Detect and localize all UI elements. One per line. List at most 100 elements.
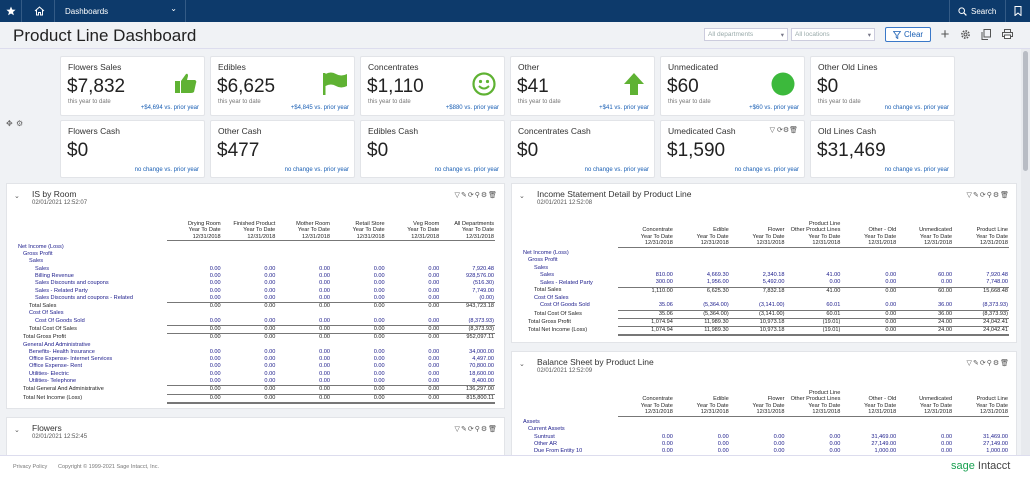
- refresh-icon[interactable]: ⟳: [979, 360, 987, 367]
- star-icon[interactable]: [0, 0, 22, 22]
- gear-icon[interactable]: ⚙: [480, 426, 489, 433]
- kpi-card-flowers-sales[interactable]: Flowers Sales $7,832 this year to date +…: [60, 56, 205, 116]
- dashboards-dropdown[interactable]: Dashboards ⌄: [54, 0, 186, 22]
- report-row[interactable]: Other AR 0.00 0.00 0.00 0.00 27,149.00 0.00 27,…: [522, 441, 1009, 448]
- edit-icon[interactable]: ✎: [460, 426, 468, 433]
- report-row[interactable]: General And Administrative: [17, 342, 495, 349]
- chevron-down-icon[interactable]: ⌄: [14, 427, 20, 434]
- trash-icon[interactable]: 🗑: [488, 192, 498, 199]
- report-row[interactable]: Sales 0.00 0.00 0.00 0.00 0.00 7,920.48: [17, 266, 495, 273]
- gear-icon[interactable]: ⚙: [16, 119, 24, 128]
- filter-icon[interactable]: ▽: [966, 192, 973, 199]
- kpi-card-umedicated-cash[interactable]: Umedicated Cash ▽ ⟳⚙🗑 $1,590 no change v…: [660, 120, 805, 178]
- kpi-card-edibles[interactable]: Edibles $6,625 this year to date +$4,845…: [210, 56, 355, 116]
- report-row[interactable]: Sales 810.00 4,669.30 2,340.18 41.00 0.00 60.0…: [522, 272, 1009, 279]
- gear-icon[interactable]: ⚙: [992, 360, 1001, 367]
- gear-icon[interactable]: [958, 27, 972, 41]
- report-row[interactable]: Sales - Related Party 300.00 1,956.00 5,492…: [522, 279, 1009, 288]
- kpi-card-other[interactable]: Other $41 this year to date +$41 vs. pri…: [510, 56, 655, 116]
- trash-icon[interactable]: 🗑: [789, 127, 798, 134]
- edit-icon[interactable]: ✎: [972, 360, 980, 367]
- refresh-icon[interactable]: ⟳: [776, 127, 783, 134]
- report-row[interactable]: Sales - Related Party 0.00 0.00 0.00 0.00 0.0…: [17, 288, 495, 295]
- chevron-down-icon[interactable]: ⌄: [519, 361, 525, 368]
- clear-filters-button[interactable]: Clear: [885, 27, 931, 42]
- report-row-label: Due From Entity 10: [534, 448, 583, 455]
- gear-icon[interactable]: ⚙: [782, 127, 790, 134]
- report-row[interactable]: Gross Profit: [17, 251, 495, 258]
- move-icon[interactable]: ✥: [6, 119, 13, 128]
- refresh-icon[interactable]: ⟳: [467, 192, 475, 199]
- report-row[interactable]: Total Cost Of Sales 35.06 (5,364.00) (3,141…: [522, 310, 1009, 319]
- report-row[interactable]: Utilities- Telephone 0.00 0.00 0.00 0.00 0.00…: [17, 378, 495, 387]
- report-row[interactable]: Assets: [522, 419, 1009, 426]
- search-button[interactable]: Search: [949, 0, 1005, 22]
- refresh-icon[interactable]: ⟳: [979, 192, 987, 199]
- report-row[interactable]: Total Net Income (Loss) 0.00 0.00 0.00 0.00 0…: [17, 394, 495, 404]
- report-row[interactable]: Cost Of Sales: [17, 310, 495, 317]
- kpi-card-other-old-lines[interactable]: Other Old Lines $0 this year to date no …: [810, 56, 955, 116]
- search-icon[interactable]: ⚲: [986, 360, 993, 367]
- report-row[interactable]: Current Assets: [522, 426, 1009, 433]
- report-row[interactable]: Total Sales 1,110.00 6,625.30 7,832.18 41.00…: [522, 287, 1009, 295]
- filter-icon[interactable]: ▽: [454, 426, 461, 433]
- report-row[interactable]: Cost Of Goods Sold 0.00 0.00 0.00 0.00 0.00 (8…: [17, 317, 495, 326]
- filter-icon[interactable]: ▽: [966, 360, 973, 367]
- report-row[interactable]: Due From Entity 10 0.00 0.00 0.00 0.00 1,000.…: [522, 448, 1009, 455]
- report-row[interactable]: Total Sales 0.00 0.00 0.00 0.00 0.00 943,723.1…: [17, 303, 495, 311]
- edit-icon[interactable]: ✎: [460, 192, 468, 199]
- gear-icon[interactable]: ⚙: [480, 192, 489, 199]
- report-row[interactable]: Total Net Income (Loss) 1,074.94 11,989.30…: [522, 326, 1009, 337]
- report-row[interactable]: Gross Profit: [522, 257, 1009, 264]
- report-row[interactable]: Benefits- Health Insurance 0.00 0.00 0.00 0.…: [17, 349, 495, 356]
- chevron-down-icon[interactable]: ⌄: [519, 193, 525, 200]
- refresh-icon[interactable]: ⟳: [467, 426, 475, 433]
- report-row[interactable]: Sales: [522, 265, 1009, 272]
- report-row[interactable]: Office Expense- Rent 0.00 0.00 0.00 0.00 0.00…: [17, 363, 495, 370]
- report-row[interactable]: Office Expense- Internet Services 0.00 0.0…: [17, 356, 495, 363]
- privacy-policy-link[interactable]: Privacy Policy: [13, 464, 48, 470]
- locations-filter[interactable]: All locations ▾: [791, 28, 875, 41]
- report-row[interactable]: Utilities- Electric 0.00 0.00 0.00 0.00 0.00 1…: [17, 371, 495, 378]
- report-row[interactable]: Total General And Administrative 0.00 0.00…: [17, 385, 495, 395]
- report-row[interactable]: Total Gross Profit 1,074.94 11,989.30 10,97…: [522, 318, 1009, 328]
- report-row[interactable]: Net Income (Loss): [522, 250, 1009, 257]
- search-icon[interactable]: ⚲: [474, 426, 481, 433]
- kpi-card-other-cash[interactable]: Other Cash $477 no change vs. prior year: [210, 120, 355, 178]
- filter-icon[interactable]: ▽: [769, 127, 775, 134]
- report-row[interactable]: Cost Of Goods Sold 35.06 (5,364.00) (3,141.…: [522, 302, 1009, 311]
- report-row[interactable]: Suntrust 0.00 0.00 0.00 0.00 31,469.00 0.00 31,…: [522, 434, 1009, 441]
- trash-icon[interactable]: 🗑: [488, 426, 498, 433]
- report-row[interactable]: Sales Discounts and coupons - Related 0.0…: [17, 294, 495, 304]
- report-row[interactable]: Sales: [17, 258, 495, 265]
- kpi-card-unmedicated[interactable]: Unmedicated $60 this year to date +$60 v…: [660, 56, 805, 116]
- kpi-card-concentrates[interactable]: Concentrates $1,110 this year to date +$…: [360, 56, 505, 116]
- page-scrollbar[interactable]: [1021, 49, 1030, 455]
- trash-icon[interactable]: 🗑: [1000, 360, 1010, 367]
- departments-filter[interactable]: All departments ▾: [704, 28, 788, 41]
- report-row[interactable]: Net Income (Loss): [17, 244, 495, 251]
- kpi-card-edibles-cash[interactable]: Edibles Cash $0 no change vs. prior year: [360, 120, 505, 178]
- add-icon[interactable]: +: [940, 25, 950, 43]
- copy-icon[interactable]: [979, 27, 993, 41]
- chevron-down-icon[interactable]: ⌄: [14, 193, 20, 200]
- kpi-card-concentrates-cash[interactable]: Concentrates Cash $0 no change vs. prior…: [510, 120, 655, 178]
- bookmark-icon[interactable]: [1005, 0, 1030, 22]
- home-icon[interactable]: [28, 0, 50, 22]
- edit-icon[interactable]: ✎: [972, 192, 980, 199]
- scrollbar-thumb[interactable]: [1023, 51, 1028, 171]
- report-row[interactable]: Cost Of Sales: [522, 295, 1009, 302]
- report-row[interactable]: Sales Discounts and coupons 0.00 0.00 0.00 0…: [17, 280, 495, 287]
- report-cell: 0.00: [773, 433, 785, 440]
- report-row[interactable]: Total Gross Profit 0.00 0.00 0.00 0.00 0.00 95…: [17, 334, 495, 342]
- report-row[interactable]: Billing Revenue 0.00 0.00 0.00 0.00 0.00 928,5…: [17, 273, 495, 280]
- kpi-card-old-lines-cash[interactable]: Old Lines Cash $31,469 no change vs. pri…: [810, 120, 955, 178]
- search-icon[interactable]: ⚲: [474, 192, 481, 199]
- report-row[interactable]: Total Cost Of Sales 0.00 0.00 0.00 0.00 0.00(…: [17, 325, 495, 335]
- trash-icon[interactable]: 🗑: [1000, 192, 1010, 199]
- gear-icon[interactable]: ⚙: [992, 192, 1001, 199]
- kpi-card-flowers-cash[interactable]: Flowers Cash $0 no change vs. prior year: [60, 120, 205, 178]
- search-icon[interactable]: ⚲: [986, 192, 993, 199]
- print-icon[interactable]: [1000, 27, 1014, 41]
- filter-icon[interactable]: ▽: [454, 192, 461, 199]
